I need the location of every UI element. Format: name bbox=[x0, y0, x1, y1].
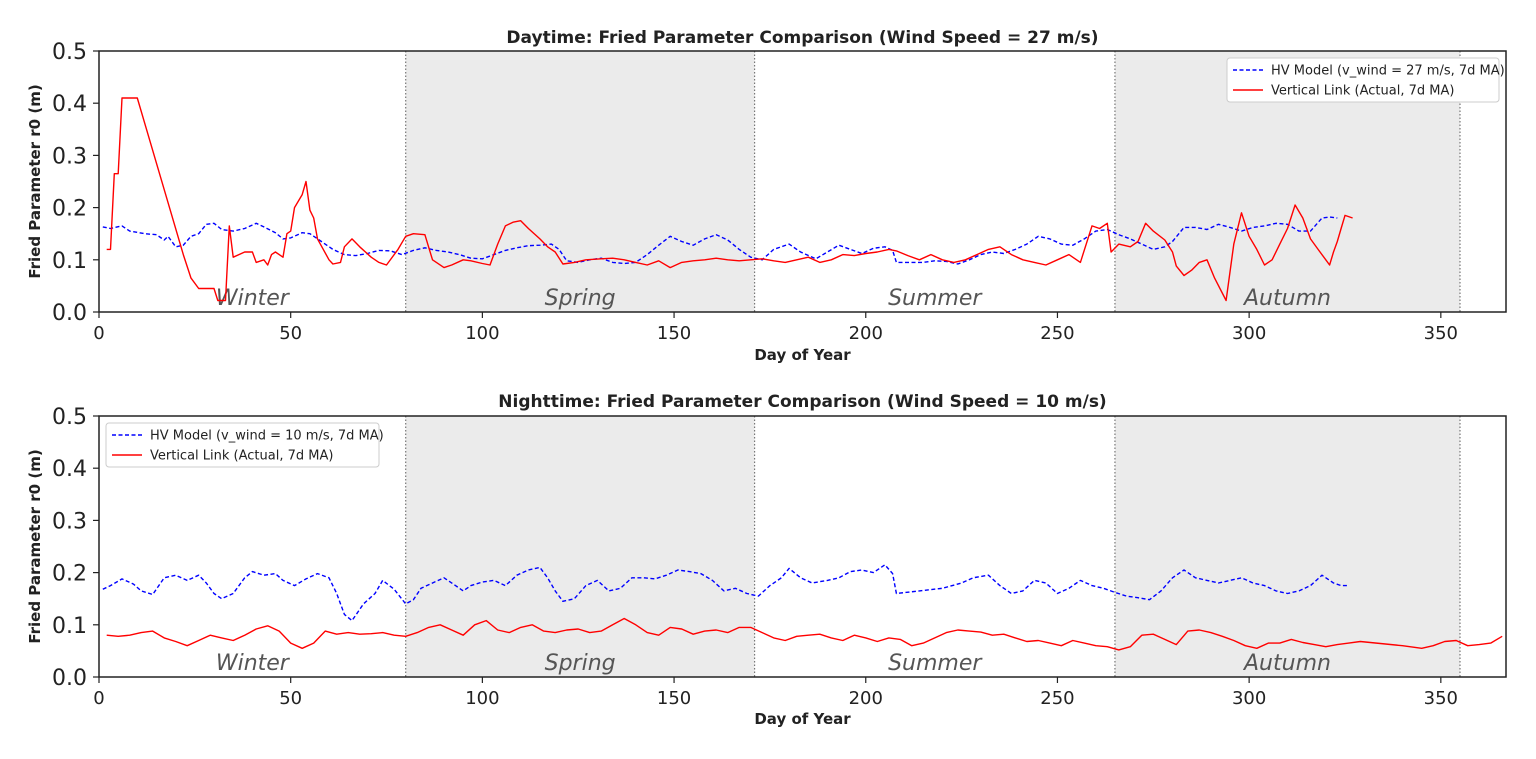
legend-box bbox=[105, 422, 380, 468]
x-tick-label: 200 bbox=[849, 688, 883, 709]
x-axis-label: Day of Year bbox=[754, 710, 851, 728]
y-tick-label: 0.1 bbox=[52, 614, 87, 639]
x-tick-label: 0 bbox=[93, 688, 104, 709]
x-tick-label: 250 bbox=[1040, 688, 1074, 709]
legend-label: HV Model (v_wind = 10 m/s, 7d MA) bbox=[150, 429, 384, 444]
y-tick-label: 0.0 bbox=[52, 666, 87, 691]
y-tick-label: 0.0 bbox=[52, 301, 87, 326]
vertical-link-line bbox=[106, 617, 1503, 651]
chart-title: Daytime: Fried Parameter Comparison (Win… bbox=[506, 28, 1098, 48]
season-dividers bbox=[405, 416, 1461, 677]
x-tick-label: 250 bbox=[1040, 323, 1074, 344]
season-shading bbox=[405, 51, 1460, 312]
x-tick-label: 200 bbox=[849, 323, 883, 344]
legend-label: Vertical Link (Actual, 7d MA) bbox=[1271, 84, 1454, 99]
y-tick-label: 0.2 bbox=[52, 562, 87, 587]
plot-frame bbox=[98, 50, 1507, 313]
y-axis-label: Fried Parameter r0 (m) bbox=[26, 449, 44, 643]
axis-ticks: 0 50 100 150 200 250 300 350 0.0 0.1 0.2 0.3 0.4 0.5 bbox=[52, 405, 1458, 709]
season-label-summer: Summer bbox=[888, 651, 983, 676]
x-tick-label: 150 bbox=[657, 688, 691, 709]
hv-model-line bbox=[102, 564, 1349, 622]
legend-box bbox=[1226, 57, 1500, 103]
y-tick-label: 0.3 bbox=[52, 509, 87, 534]
season-labels: Winter Spring Summer Autumn bbox=[216, 286, 1331, 311]
x-tick-label: 300 bbox=[1232, 688, 1266, 709]
x-tick-label: 100 bbox=[465, 323, 499, 344]
season-label-spring: Spring bbox=[545, 651, 616, 676]
season-label-spring: Spring bbox=[545, 286, 616, 311]
x-tick-label: 150 bbox=[657, 323, 691, 344]
hv-model-line bbox=[102, 216, 1338, 265]
season-label-winter: Winter bbox=[216, 286, 291, 311]
x-tick-label: 100 bbox=[465, 688, 499, 709]
y-tick-label: 0.5 bbox=[52, 405, 87, 430]
axis-ticks: 0 50 100 150 200 250 300 350 0.0 0.1 0.2 0.3 0.4 0.5 bbox=[52, 40, 1458, 344]
x-tick-label: 350 bbox=[1424, 688, 1458, 709]
season-label-summer: Summer bbox=[888, 286, 983, 311]
legend-label: Vertical Link (Actual, 7d MA) bbox=[150, 449, 333, 464]
x-tick-label: 0 bbox=[93, 323, 104, 344]
x-tick-label: 50 bbox=[279, 688, 302, 709]
y-tick-label: 0.2 bbox=[52, 197, 87, 222]
nighttime-chart: Winter Spring Summer Autumn 0 50 100 150 200 250… bbox=[26, 392, 1507, 728]
season-label-winter: Winter bbox=[216, 651, 291, 676]
season-band-autumn bbox=[1114, 416, 1460, 677]
y-tick-label: 0.4 bbox=[52, 92, 87, 117]
plot-frame bbox=[98, 415, 1507, 678]
y-tick-label: 0.4 bbox=[52, 457, 87, 482]
x-tick-label: 300 bbox=[1232, 323, 1266, 344]
vertical-link-line bbox=[106, 97, 1353, 302]
y-tick-label: 0.5 bbox=[52, 40, 87, 65]
season-label-autumn: Autumn bbox=[1242, 286, 1331, 311]
season-label-autumn: Autumn bbox=[1242, 651, 1331, 676]
legend: HV Model (v_wind = 27 m/s, 7d MA) Vertica… bbox=[1226, 57, 1505, 103]
season-band-spring bbox=[405, 416, 755, 677]
x-tick-label: 350 bbox=[1424, 323, 1458, 344]
chart-title: Nighttime: Fried Parameter Comparison (W… bbox=[498, 392, 1106, 412]
legend: HV Model (v_wind = 10 m/s, 7d MA) Vertica… bbox=[105, 422, 384, 468]
legend-label: HV Model (v_wind = 27 m/s, 7d MA) bbox=[1271, 64, 1505, 79]
x-axis-label: Day of Year bbox=[754, 346, 851, 364]
season-band-spring bbox=[405, 51, 755, 312]
series-lines bbox=[102, 564, 1503, 651]
season-labels: Winter Spring Summer Autumn bbox=[216, 651, 1331, 676]
series-lines bbox=[102, 97, 1353, 302]
y-tick-label: 0.3 bbox=[52, 144, 87, 169]
daytime-chart: Winter Spring Summer Autumn 0 50 100 150 200 250… bbox=[26, 28, 1507, 364]
x-tick-label: 50 bbox=[279, 323, 302, 344]
y-axis-label: Fried Parameter r0 (m) bbox=[26, 84, 44, 278]
y-tick-label: 0.1 bbox=[52, 249, 87, 274]
